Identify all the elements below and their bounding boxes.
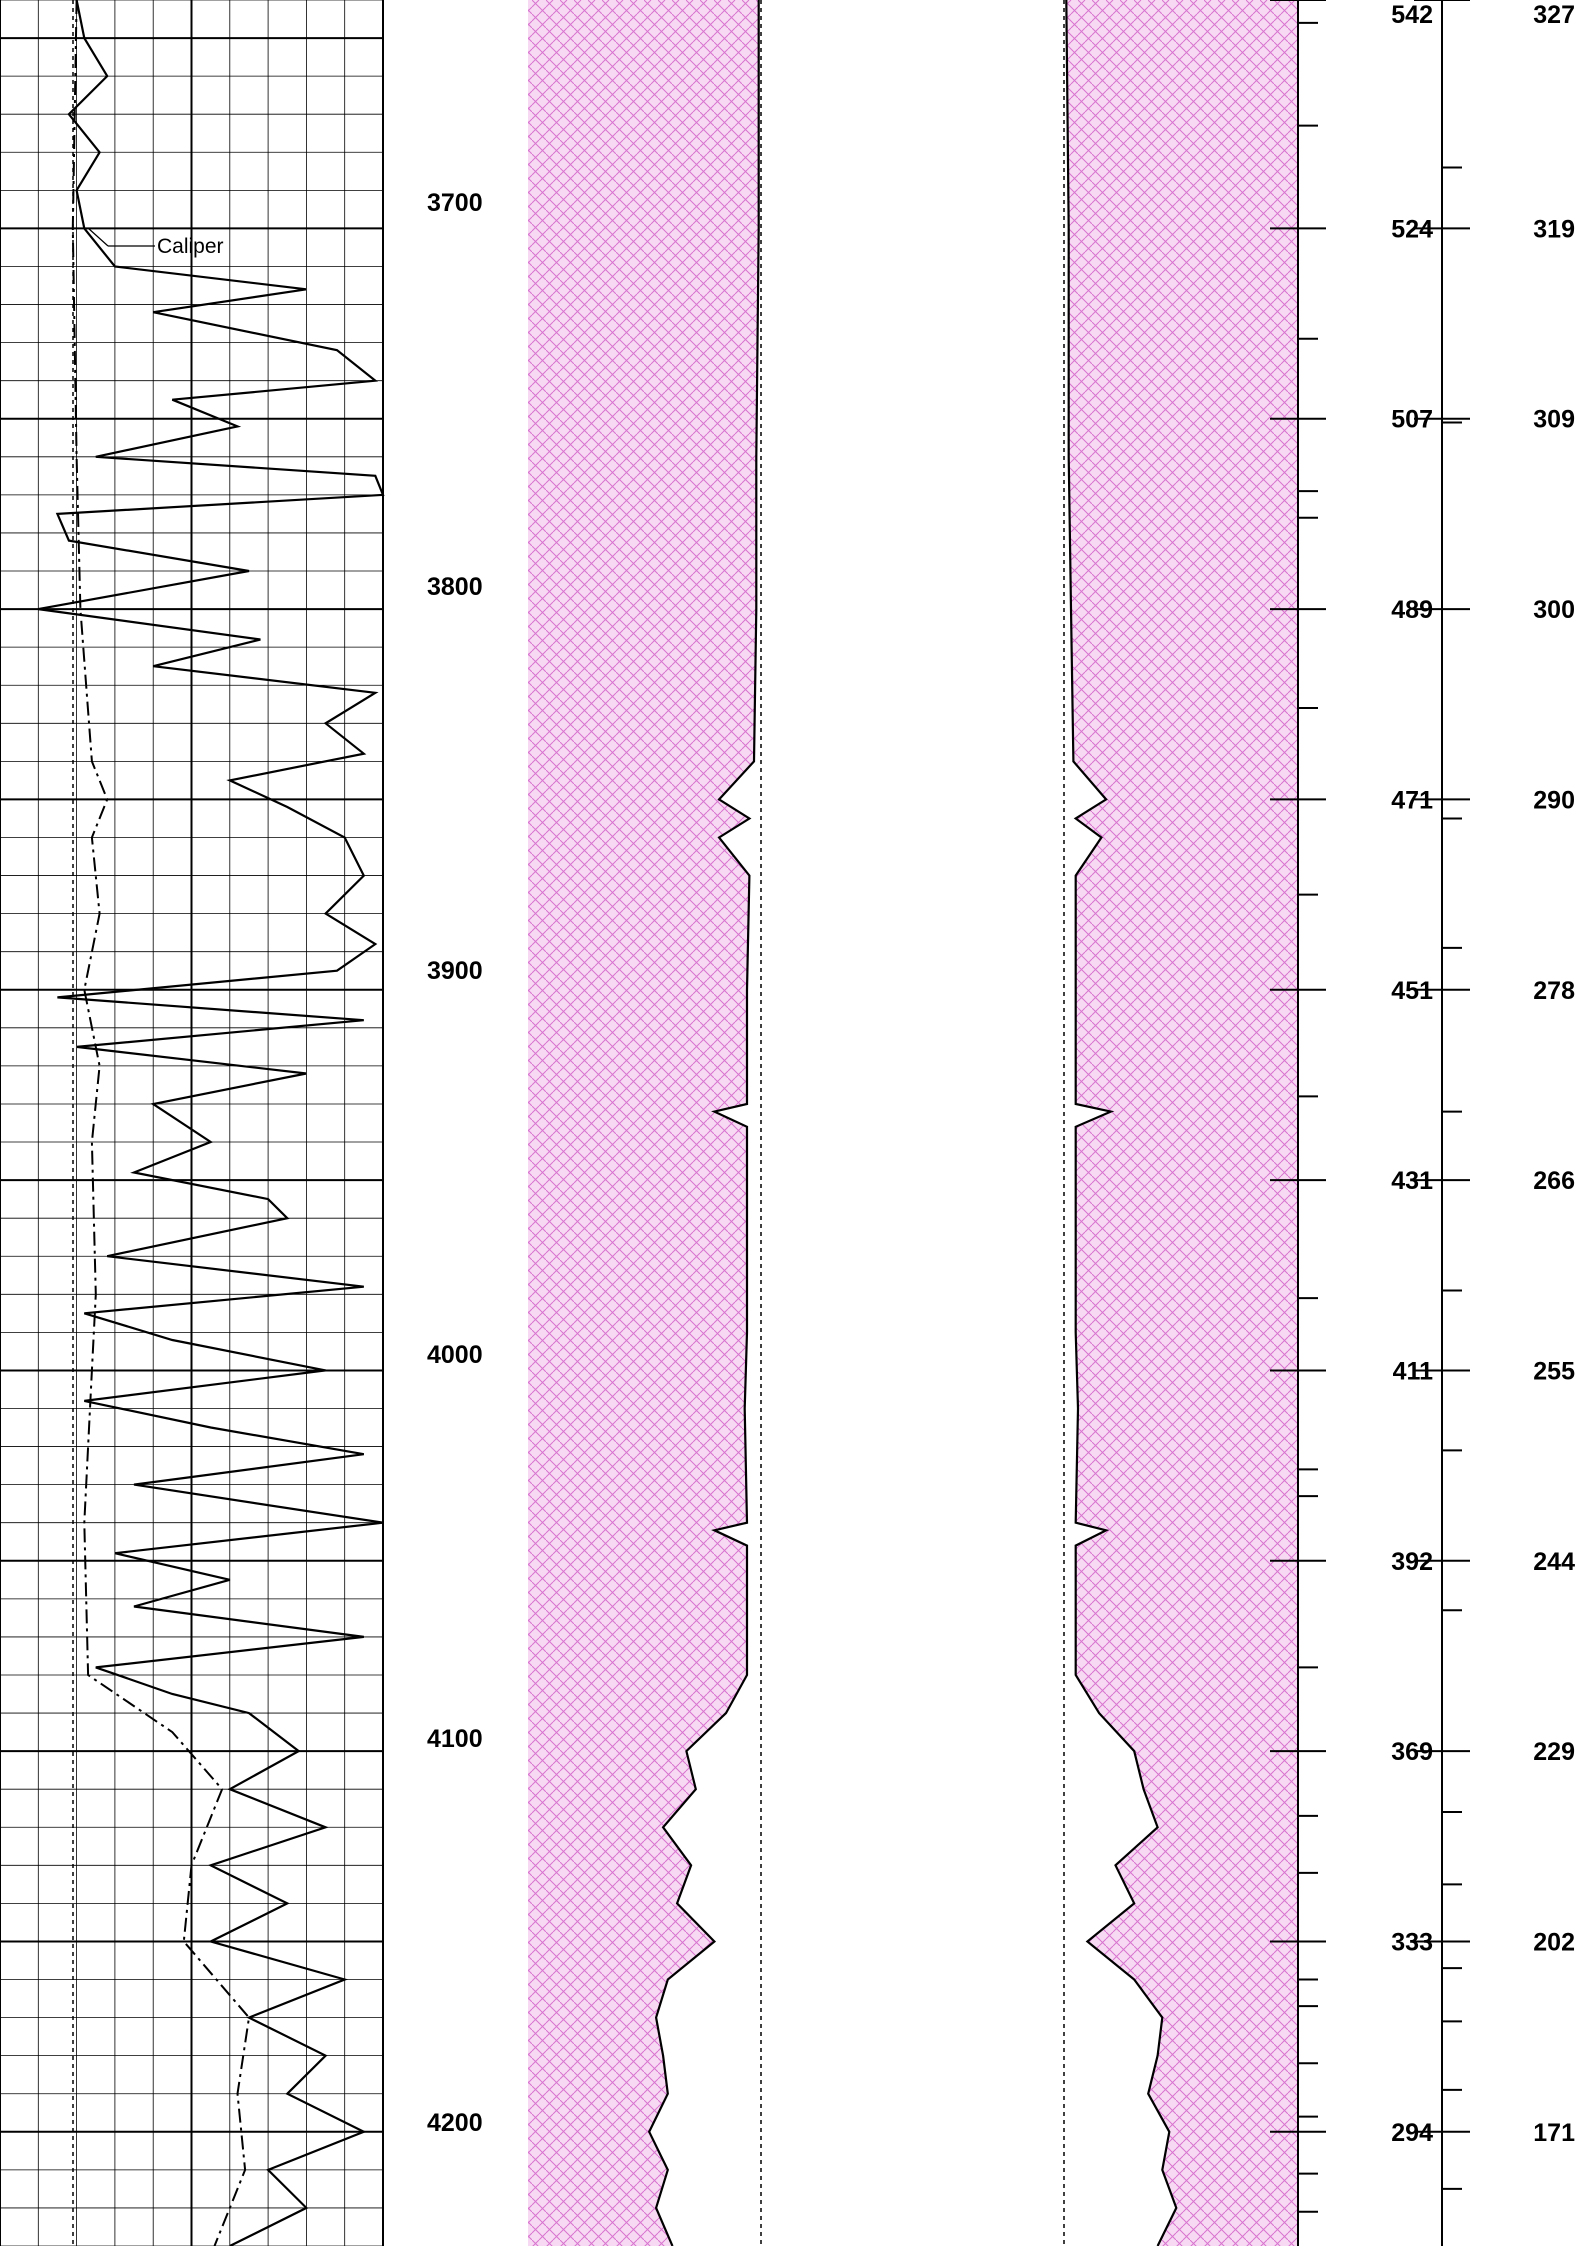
track-2-fill [528,0,759,2246]
scale-b-axis: 327 319 309 300 290 278 266 255 244 229 202 171 [1414,0,1575,2246]
depth-label: 3700 [427,189,483,217]
caliper-curve [71,0,251,2246]
scale-tick-label: 290 [1533,786,1575,814]
scale-tick-label: 319 [1533,215,1575,243]
track-2-curve [647,0,760,2246]
track-3-fill [1066,0,1298,2246]
scale-tick-label: 202 [1533,1928,1575,1956]
scale-tick-label: 255 [1533,1357,1575,1385]
depth-label: 4100 [427,1725,483,1753]
scale-tick-label: 278 [1533,977,1575,1005]
depth-label: 3900 [427,957,483,985]
scale-tick-label: 309 [1533,406,1575,434]
scale-tick-label: 327 [1533,1,1575,29]
depth-label: 3800 [427,573,483,601]
track-3 [1063,0,1298,2246]
scale-tick-label: 244 [1533,1548,1575,1576]
track-3-curve [1065,0,1178,2246]
depth-label: 4200 [427,2109,483,2137]
caliper-label: Caliper [157,235,224,258]
scale-tick-label: 300 [1533,596,1575,624]
scale-tick-label: 229 [1533,1738,1575,1766]
scale-tick-label: 266 [1533,1167,1575,1195]
scale-tick-label: 171 [1533,2119,1575,2147]
gamma-ray-curve [38,0,385,2246]
caliper-leader-line [87,227,109,247]
track-1: Caliper [0,0,385,2246]
scale-tick-label: 542 [1391,1,1433,29]
track-1-grid [0,0,384,2246]
depth-label: 4000 [427,1341,483,1369]
track-2 [528,0,762,2246]
depth-axis: 3700 3800 3900 4000 4100 4200 [427,189,483,2137]
